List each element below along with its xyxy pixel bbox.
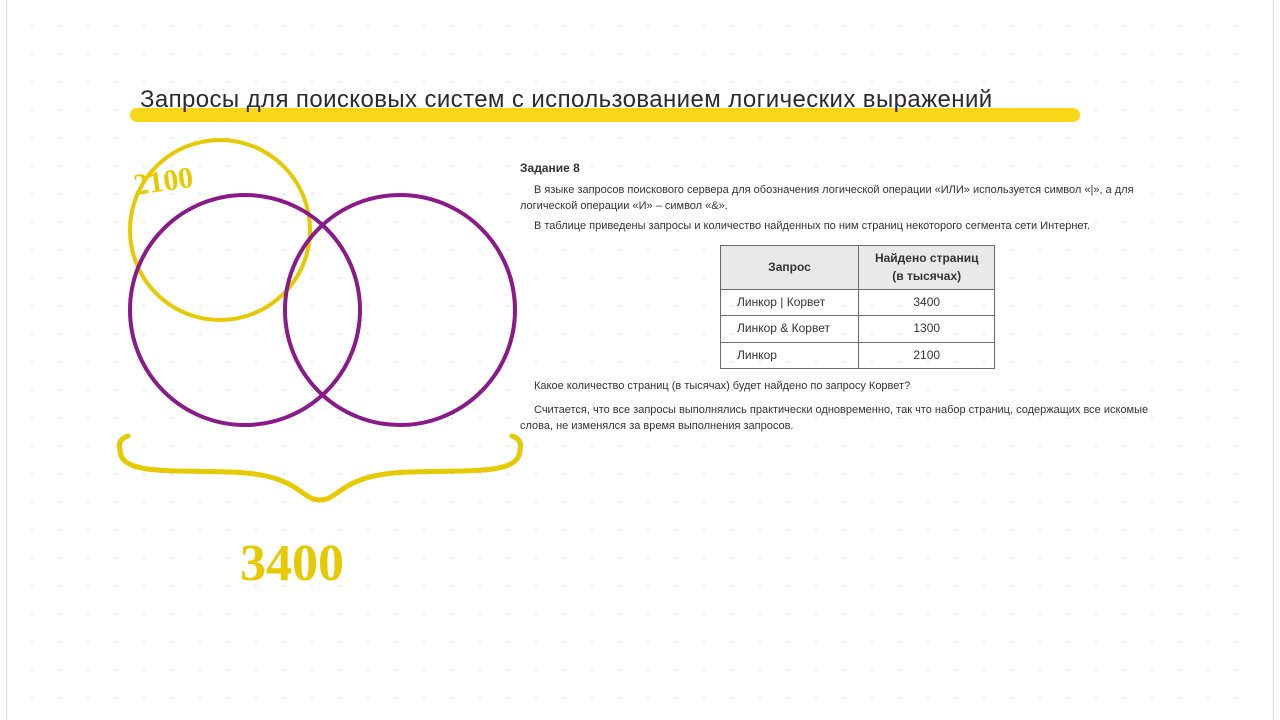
table-header-pages-line2: (в тысячах) bbox=[875, 268, 978, 285]
task-block: Задание 8 В языке запросов поискового се… bbox=[520, 160, 1150, 439]
table-header-pages-line1: Найдено страниц bbox=[875, 250, 978, 267]
query-table: Запрос Найдено страниц (в тысячах) Линко… bbox=[720, 245, 995, 369]
table-cell-count: 3400 bbox=[858, 289, 994, 315]
table-row: Линкор | Корвет 3400 bbox=[721, 289, 995, 315]
table-cell-query: Линкор & Корвет bbox=[721, 316, 859, 342]
table-cell-query: Линкор bbox=[721, 342, 859, 368]
task-note: Считается, что все запросы выполнялись п… bbox=[520, 403, 1150, 435]
table-header-pages: Найдено страниц (в тысячах) bbox=[858, 246, 994, 290]
task-heading: Задание 8 bbox=[520, 160, 1150, 177]
table-row: Линкор 2100 bbox=[721, 342, 995, 368]
table-cell-query: Линкор | Корвет bbox=[721, 289, 859, 315]
table-row: Линкор & Корвет 1300 bbox=[721, 316, 995, 342]
page-title: Запросы для поисковых систем с использов… bbox=[140, 86, 993, 114]
table-cell-count: 1300 bbox=[858, 316, 994, 342]
table-header-query: Запрос bbox=[721, 246, 859, 290]
table-cell-count: 2100 bbox=[858, 342, 994, 368]
task-question: Какое количество страниц (в тысячах) буд… bbox=[520, 379, 1150, 395]
task-paragraph-2: В таблице приведены запросы и количество… bbox=[520, 219, 1150, 235]
task-paragraph-1: В языке запросов поискового сервера для … bbox=[520, 183, 1150, 215]
